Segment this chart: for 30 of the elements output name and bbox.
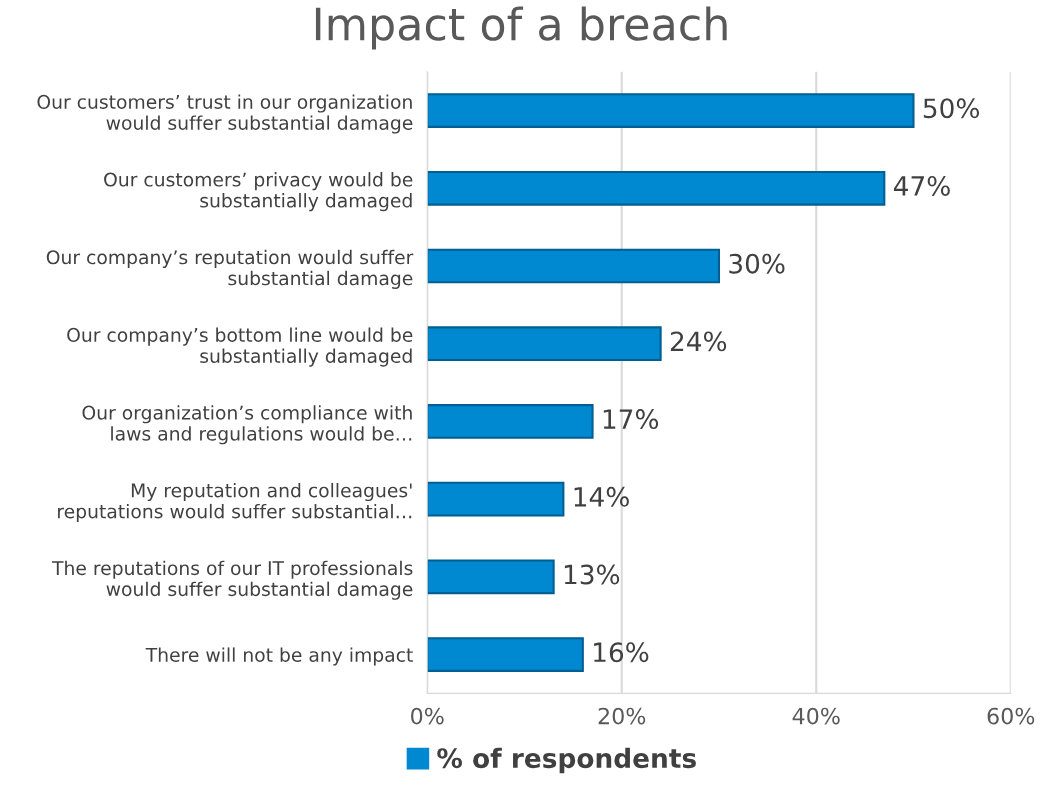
x-tick-label: 20%	[598, 707, 646, 725]
x-tick-label: 60%	[987, 707, 1035, 725]
y-tick-label: Our company’s reputation would suffer substantial damage	[46, 249, 414, 289]
chart-title: Impact of a breach	[315, 6, 727, 50]
bar	[427, 404, 594, 439]
data-label: 50%	[923, 98, 980, 119]
data-label: 16%	[594, 642, 649, 663]
bar	[427, 248, 721, 284]
x-tick-label: 40%	[792, 707, 840, 725]
data-label: 47%	[893, 175, 950, 196]
y-tick-label: There will not be any impact	[145, 647, 413, 666]
y-tick-label: Our company’s bottom line would be substantially damaged	[67, 327, 413, 367]
y-tick-label: Our customers’ privacy would be substantially damaged	[104, 172, 413, 212]
legend-label: % of respondents	[437, 747, 696, 774]
bar	[427, 93, 915, 128]
bar	[427, 170, 886, 206]
y-tick-label: Our organization’s compliance with laws and regulations would be…	[82, 405, 412, 445]
data-label: 17%	[603, 409, 659, 430]
data-label: 14%	[574, 486, 629, 507]
bar	[427, 637, 584, 672]
data-label: 13%	[564, 564, 620, 585]
data-label: 30%	[729, 253, 785, 274]
data-label: 24%	[670, 331, 727, 352]
bar	[427, 559, 555, 595]
x-tick-label: 0%	[411, 707, 444, 725]
y-tick-label: Our customers’ trust in our organization would suffer substantial damage	[37, 94, 413, 134]
y-tick-label: The reputations of our IT professionals would suffer substantial damage	[51, 560, 413, 600]
y-tick-label: My reputation and colleagues' reputations would suffer substantial…	[58, 482, 412, 523]
bar	[427, 326, 662, 362]
bar	[427, 481, 565, 517]
